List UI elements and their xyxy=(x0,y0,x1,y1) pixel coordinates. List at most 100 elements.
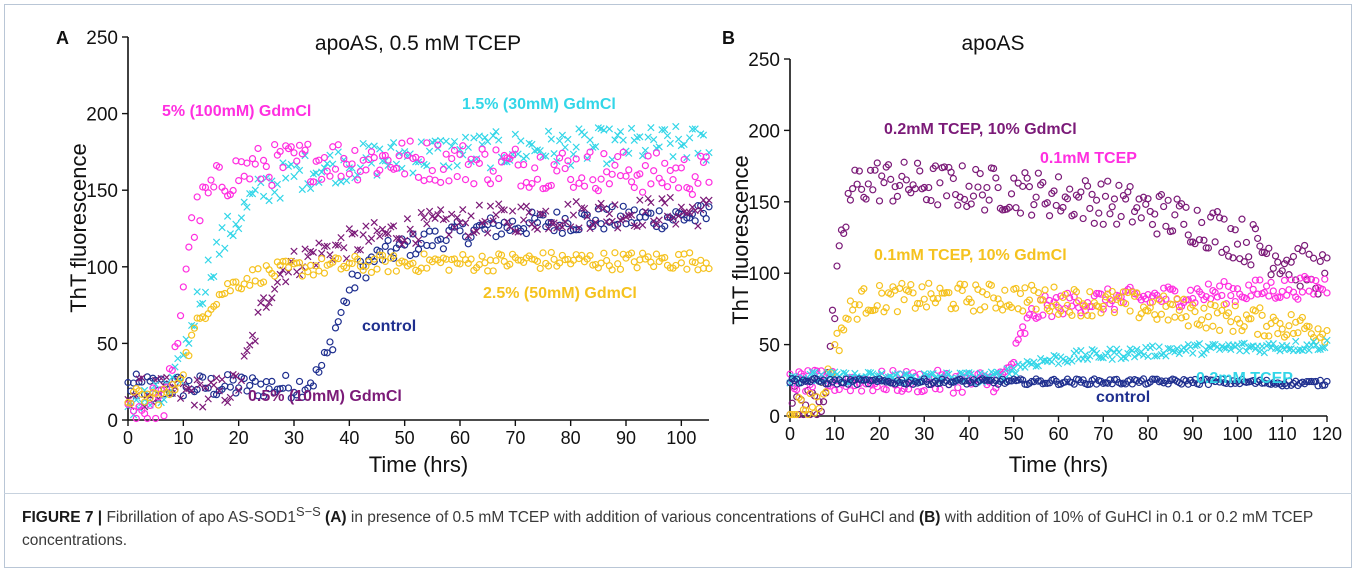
data-point xyxy=(1012,284,1020,293)
data-point xyxy=(907,376,915,384)
data-point xyxy=(417,155,425,164)
data-point xyxy=(282,174,290,182)
data-point xyxy=(904,287,913,295)
data-point xyxy=(1267,271,1275,279)
data-point xyxy=(608,217,616,226)
data-point xyxy=(580,182,589,190)
x-tick-label: 100 xyxy=(1222,424,1252,444)
data-point xyxy=(1314,325,1322,333)
data-point xyxy=(586,224,594,233)
data-point xyxy=(666,139,674,148)
data-point xyxy=(464,232,472,240)
data-point xyxy=(1238,215,1246,223)
data-point xyxy=(893,386,902,395)
data-point xyxy=(229,232,237,240)
data-point xyxy=(1211,302,1219,310)
data-point xyxy=(887,379,895,387)
data-point xyxy=(1124,349,1132,358)
data-point xyxy=(481,133,489,142)
data-point xyxy=(992,174,1000,182)
data-point xyxy=(619,136,627,144)
data-point xyxy=(354,255,362,263)
panel-label-a: A xyxy=(56,28,69,48)
data-point xyxy=(265,173,273,181)
data-point xyxy=(459,142,467,150)
data-point xyxy=(900,158,908,166)
x-tick-label: 10 xyxy=(173,428,193,448)
x-tick-label: 90 xyxy=(616,428,636,448)
data-point xyxy=(329,346,337,354)
data-point xyxy=(893,308,902,316)
data-point xyxy=(146,401,154,410)
data-point xyxy=(1070,285,1078,294)
data-point xyxy=(589,222,597,231)
data-point xyxy=(1157,310,1166,318)
data-point xyxy=(672,261,680,270)
data-point xyxy=(423,220,431,228)
data-point xyxy=(1227,291,1235,300)
x-tick-label: 60 xyxy=(450,428,470,448)
data-point xyxy=(916,299,924,308)
data-point xyxy=(806,389,814,398)
data-point xyxy=(663,131,672,140)
data-point xyxy=(1175,306,1183,314)
data-point xyxy=(1258,311,1266,319)
data-point xyxy=(1108,380,1116,388)
data-point xyxy=(677,203,685,211)
data-point xyxy=(658,179,666,187)
data-point xyxy=(1169,227,1177,235)
data-point xyxy=(1220,344,1228,352)
data-point xyxy=(210,183,218,191)
data-point xyxy=(1245,253,1253,261)
data-point xyxy=(1269,287,1277,295)
data-point xyxy=(857,185,866,193)
data-point xyxy=(304,140,312,148)
data-point xyxy=(279,163,287,172)
series-label: 0.1mM TCEP xyxy=(1040,150,1137,167)
data-point xyxy=(936,379,944,387)
data-point xyxy=(248,155,257,163)
data-point xyxy=(990,164,998,173)
data-point xyxy=(544,225,553,233)
data-point xyxy=(467,233,475,241)
data-point xyxy=(373,265,381,273)
data-point xyxy=(1211,238,1219,246)
data-point xyxy=(1245,315,1253,323)
data-point xyxy=(575,179,583,187)
data-point xyxy=(1052,294,1060,302)
data-point xyxy=(536,153,544,161)
data-point xyxy=(237,214,246,222)
data-point xyxy=(287,143,295,151)
data-point xyxy=(384,268,392,276)
data-point xyxy=(1177,314,1186,322)
data-point xyxy=(600,225,608,233)
data-point xyxy=(182,265,190,273)
data-point xyxy=(580,131,589,139)
data-point xyxy=(293,259,301,267)
data-point xyxy=(1229,284,1237,293)
data-point xyxy=(873,302,881,310)
data-point xyxy=(143,414,151,423)
data-point xyxy=(564,135,572,144)
x-tick-label: 70 xyxy=(505,428,525,448)
data-point xyxy=(1280,333,1289,341)
data-point xyxy=(553,157,561,165)
data-point xyxy=(1215,282,1224,290)
data-point xyxy=(536,264,544,273)
data-point xyxy=(666,193,674,202)
data-point xyxy=(248,331,257,339)
data-point xyxy=(945,289,953,297)
data-point xyxy=(636,196,644,204)
data-point xyxy=(437,178,445,187)
data-point xyxy=(522,202,531,210)
data-point xyxy=(833,262,841,270)
y-tick-label: 100 xyxy=(748,264,780,285)
data-point xyxy=(934,294,942,303)
data-point xyxy=(652,250,661,258)
data-point xyxy=(132,370,140,378)
data-point xyxy=(1130,207,1139,216)
data-point xyxy=(887,290,895,298)
data-point xyxy=(306,184,315,193)
data-point xyxy=(1209,209,1217,217)
data-point xyxy=(185,243,193,251)
